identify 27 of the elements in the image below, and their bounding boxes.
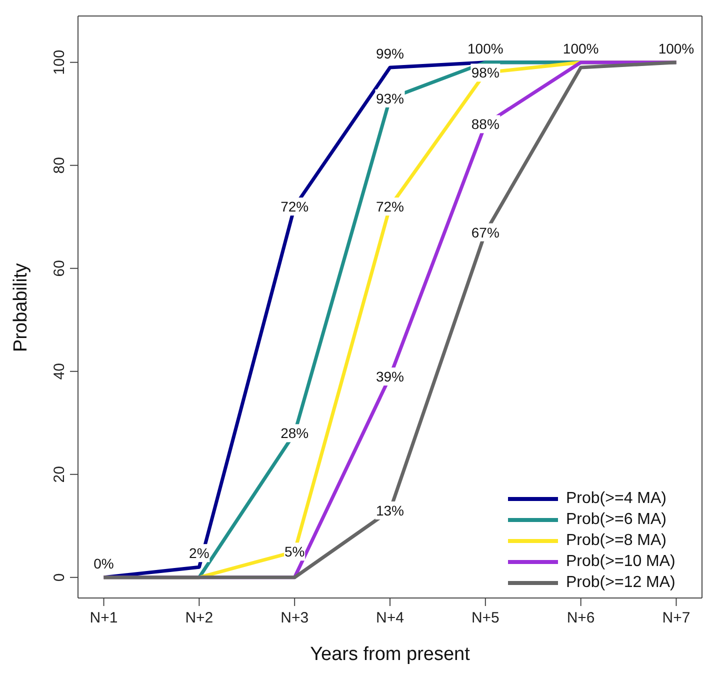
y-tick-label: 60 bbox=[51, 260, 68, 277]
y-tick-label: 100 bbox=[51, 50, 68, 75]
x-tick-label: N+1 bbox=[90, 610, 118, 627]
data-label: 100% bbox=[562, 40, 599, 56]
y-tick-label: 40 bbox=[51, 363, 68, 380]
data-label: 2% bbox=[189, 545, 210, 562]
x-tick-label: N+3 bbox=[280, 610, 309, 627]
x-tick-label: N+5 bbox=[471, 610, 500, 627]
y-axis-title: Probability bbox=[10, 262, 32, 352]
x-tick-label: N+4 bbox=[376, 610, 404, 627]
legend-label: Prob(>=12 MA) bbox=[566, 574, 676, 592]
legend-label: Prob(>=10 MA) bbox=[566, 552, 676, 570]
x-axis-title: Years from present bbox=[310, 644, 471, 665]
data-label: 0% bbox=[94, 555, 114, 572]
legend-label: Prob(>=8 MA) bbox=[566, 532, 666, 550]
x-tick-label: N+6 bbox=[566, 610, 595, 627]
legend-label: Prob(>=6 MA) bbox=[566, 510, 666, 528]
data-label: 100% bbox=[658, 40, 694, 56]
x-tick-label: N+2 bbox=[185, 610, 214, 627]
y-tick-label: 0 bbox=[51, 573, 68, 582]
y-tick-label: 80 bbox=[51, 157, 68, 174]
legend-label: Prob(>=4 MA) bbox=[566, 490, 666, 508]
y-tick-label: 20 bbox=[51, 466, 68, 483]
data-label: 99% bbox=[376, 46, 404, 62]
data-label: 100% bbox=[468, 40, 504, 56]
data-label: 5% bbox=[284, 544, 305, 560]
x-tick-label: N+7 bbox=[662, 610, 690, 627]
